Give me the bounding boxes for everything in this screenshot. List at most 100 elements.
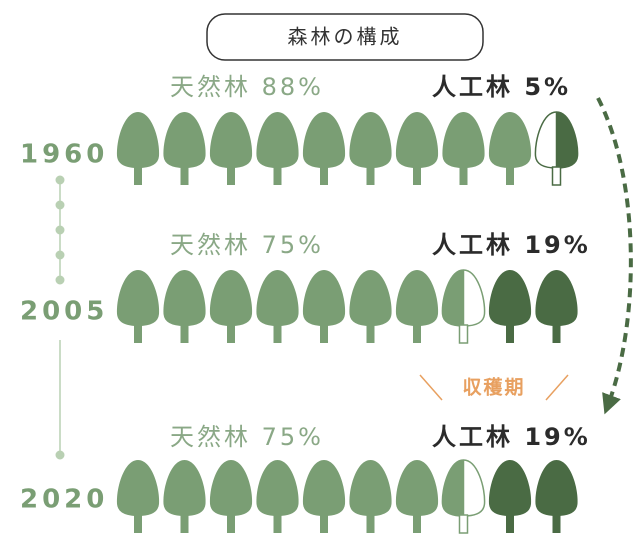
tree-crown — [256, 112, 299, 168]
artificial-label: 人工林 19% — [432, 231, 591, 259]
tree-crown — [488, 460, 532, 516]
tree — [395, 112, 439, 185]
tree — [302, 270, 346, 343]
tree-trunk — [413, 164, 421, 185]
tree — [256, 270, 299, 343]
tree-crown-left — [442, 270, 464, 326]
tree — [116, 112, 160, 185]
tree-trunk — [413, 322, 421, 343]
tree — [302, 112, 346, 185]
tree-crown — [442, 112, 485, 168]
tree — [535, 460, 578, 533]
tree-crown — [349, 460, 392, 516]
tree-trunk — [366, 322, 375, 343]
tree-crown — [395, 270, 439, 326]
tree-trunk — [273, 322, 282, 343]
tree — [349, 460, 392, 533]
year-label: 2020 — [20, 485, 108, 515]
tree — [442, 112, 485, 185]
natural-label: 天然林 75% — [170, 423, 324, 451]
tree-trunk — [320, 164, 328, 185]
tree — [256, 112, 299, 185]
tree-crown — [535, 460, 578, 516]
tree-crown — [209, 270, 253, 326]
tree-crown — [163, 270, 206, 326]
artificial-label: 人工林 19% — [432, 423, 591, 451]
natural-label: 天然林 75% — [170, 231, 324, 259]
tree — [441, 459, 486, 534]
tree-trunk — [227, 322, 235, 343]
tree-trunk — [180, 164, 189, 185]
harvest-label: 収穫期 — [462, 376, 525, 399]
tree-trunk — [180, 322, 189, 343]
slash — [545, 374, 569, 401]
tree-crown — [163, 460, 206, 516]
tree — [535, 270, 578, 343]
tree — [534, 111, 579, 186]
tree — [163, 270, 206, 343]
tree — [302, 460, 346, 533]
tree-trunk — [180, 512, 189, 533]
tree — [395, 460, 439, 533]
tree — [163, 112, 206, 185]
tree-trunk — [366, 164, 375, 185]
year-label: 1960 — [20, 140, 108, 170]
tree — [163, 460, 206, 533]
tree-trunk — [506, 512, 514, 533]
tree — [349, 270, 392, 343]
tree-trunk — [459, 164, 468, 185]
tree-crown — [488, 112, 532, 168]
tree-trunk — [552, 322, 561, 343]
tree-trunk — [134, 322, 142, 343]
tree-crown — [302, 460, 346, 516]
tree-crown-left — [535, 112, 557, 168]
tree — [116, 460, 160, 533]
tree — [488, 270, 532, 343]
tree-crown — [256, 270, 299, 326]
natural-label: 天然林 88% — [170, 73, 324, 101]
tree-trunk — [273, 164, 282, 185]
tree-trunk — [227, 164, 235, 185]
tree-crown — [116, 112, 160, 168]
tree-crown — [395, 460, 439, 516]
tree-crown-right — [463, 270, 485, 326]
tree-trunk — [134, 512, 142, 533]
title-box — [206, 13, 484, 61]
tree-crown — [488, 270, 532, 326]
tree-trunk — [413, 512, 421, 533]
tree-crown — [535, 270, 578, 326]
tree — [116, 270, 160, 343]
artificial-label: 人工林 5% — [432, 73, 571, 101]
tree-trunk — [227, 512, 235, 533]
tree-trunk — [320, 512, 328, 533]
tree-crown-right — [463, 460, 485, 516]
tree — [441, 269, 486, 344]
tree-trunk — [458, 324, 469, 344]
tree — [349, 112, 392, 185]
tree-trunk — [273, 512, 282, 533]
tree — [395, 270, 439, 343]
tree-crown-right — [556, 112, 578, 168]
tree-crown — [256, 460, 299, 516]
tree-trunk — [320, 322, 328, 343]
tree-crown — [302, 112, 346, 168]
tree-trunk — [506, 322, 514, 343]
tree — [209, 270, 253, 343]
tree-crown — [209, 460, 253, 516]
tree-trunk — [551, 166, 562, 186]
tree — [209, 112, 253, 185]
tree-crown — [302, 270, 346, 326]
tree — [488, 112, 532, 185]
tree-crown — [349, 270, 392, 326]
tree — [209, 460, 253, 533]
tree-trunk — [552, 512, 561, 533]
tree-crown — [116, 270, 160, 326]
tree-trunk — [506, 164, 514, 185]
slash — [419, 374, 443, 401]
tree-crown — [116, 460, 160, 516]
tree-trunk — [366, 512, 375, 533]
tree-trunk — [134, 164, 142, 185]
tree-crown — [395, 112, 439, 168]
tree-crown-left — [442, 460, 464, 516]
